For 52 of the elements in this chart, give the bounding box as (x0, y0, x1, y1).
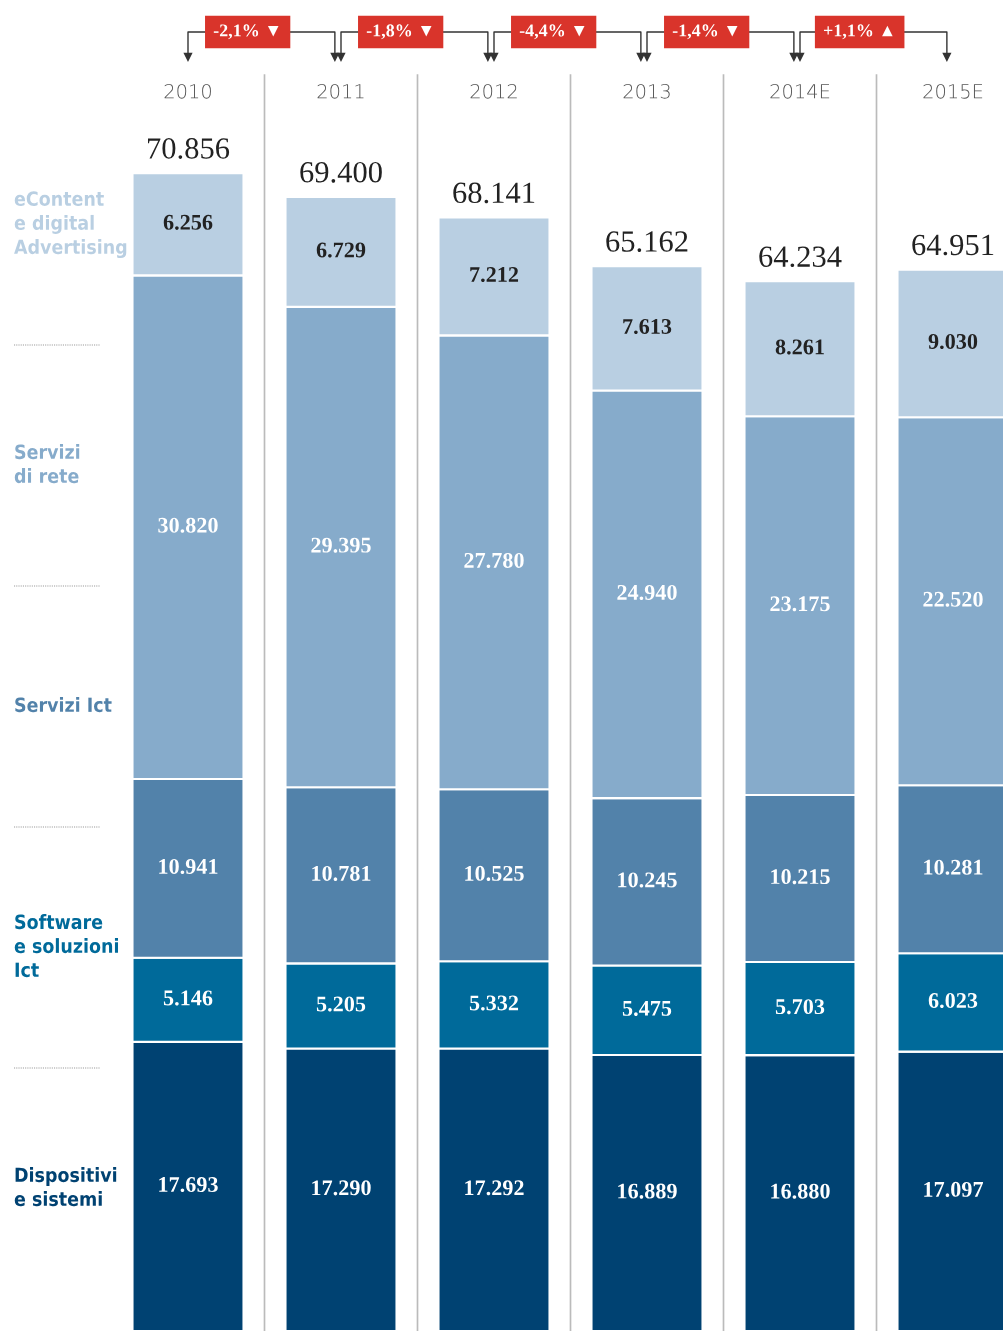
total-label: 64.234 (759, 246, 842, 268)
annotation: -4,4% ▼ (519, 24, 585, 40)
data-label: 17.290 (312, 1180, 371, 1196)
text: Servizi Ict (15, 697, 112, 713)
data-label: 10.245 (618, 872, 677, 888)
total-label: 65.162 (606, 231, 688, 252)
total-label: 68.141 (453, 182, 535, 204)
data-label: 30.820 (158, 517, 218, 533)
data-label: 10.941 (159, 858, 218, 875)
series-label: Dispositivi e sistemi (14, 1167, 117, 1207)
data-label: 22.520 (923, 591, 983, 607)
data-label: 9.030 (928, 333, 978, 350)
data-label: 5.703 (775, 999, 825, 1015)
annotation: -1,8% ▼ (366, 24, 432, 40)
data-label: 6.256 (163, 214, 213, 230)
data-label: 27.780 (464, 552, 524, 568)
data-label: 10.525 (465, 865, 524, 881)
x-tick-label: 2015E (923, 83, 983, 99)
data-label: 7.212 (470, 267, 519, 283)
data-label: 5.146 (163, 990, 213, 1006)
data-label: 23.175 (770, 596, 830, 612)
data-label: 6.023 (928, 992, 978, 1009)
total-label: 69.400 (300, 161, 382, 183)
data-label: 8.261 (775, 339, 824, 355)
text: Servizi di rete (14, 444, 80, 484)
data-label: 7.613 (623, 319, 672, 335)
x-tick-label: 2014E (770, 83, 830, 99)
data-label: 17.292 (465, 1180, 524, 1196)
data-label: 10.215 (771, 869, 830, 885)
x-tick-label: 2012 (470, 83, 517, 99)
data-label: 10.281 (924, 859, 983, 875)
data-label: 6.729 (316, 242, 366, 258)
total-label: 64.951 (912, 234, 994, 256)
annotation: -1,4% ▼ (672, 24, 738, 40)
series-label: Software e soluzioni Ict (14, 914, 119, 978)
data-label: 17.097 (924, 1181, 984, 1197)
series-label: eContent e digital Advertising (14, 191, 127, 259)
x-tick-label: 2010 (164, 83, 211, 99)
data-label: 17.693 (159, 1177, 218, 1193)
data-label: 5.332 (469, 995, 519, 1011)
annotation: -2,1% ▼ (213, 24, 279, 40)
data-label: 10.781 (312, 865, 371, 881)
data-label: 24.940 (617, 584, 677, 601)
data-label: 5.205 (316, 996, 366, 1012)
data-label: 16.889 (618, 1183, 677, 1199)
data-label: 5.475 (622, 1000, 672, 1016)
annotation: +1,1% ▲ (823, 24, 893, 40)
data-label: 29.395 (311, 537, 371, 553)
x-tick-label: 2011 (317, 83, 364, 99)
total-label: 70.856 (148, 138, 230, 159)
x-tick-label: 2013 (623, 83, 670, 99)
data-label: 16.880 (771, 1183, 830, 1199)
